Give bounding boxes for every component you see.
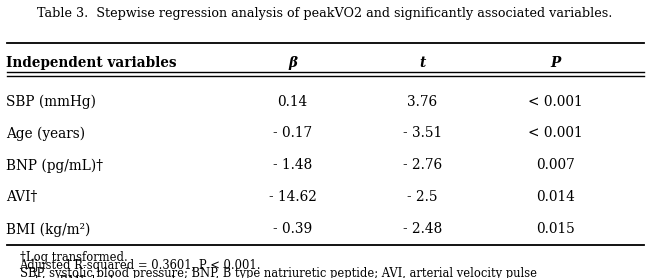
Text: AVI†: AVI†: [6, 190, 38, 204]
Text: 0.014: 0.014: [536, 190, 575, 204]
Text: Age (years): Age (years): [6, 126, 86, 141]
Text: - 0.39: - 0.39: [273, 222, 312, 236]
Text: 0.015: 0.015: [536, 222, 575, 236]
Text: 0.14: 0.14: [278, 95, 307, 108]
Text: Table 3.  Stepwise regression analysis of peakVO2 and significantly associated v: Table 3. Stepwise regression analysis of…: [37, 7, 613, 20]
Text: < 0.001: < 0.001: [528, 95, 583, 108]
Text: - 3.51: - 3.51: [403, 126, 442, 140]
Text: 0.007: 0.007: [536, 158, 575, 172]
Text: - 2.76: - 2.76: [403, 158, 442, 172]
Text: SBP, systolic blood pressure; BNP, B type natriuretic peptide; AVI, arterial vel: SBP, systolic blood pressure; BNP, B typ…: [20, 267, 536, 278]
Text: - 0.17: - 0.17: [273, 126, 312, 140]
Text: - 2.5: - 2.5: [408, 190, 437, 204]
Text: - 14.62: - 14.62: [268, 190, 317, 204]
Text: BNP (pg/mL)†: BNP (pg/mL)†: [6, 158, 103, 173]
Text: P: P: [551, 56, 561, 70]
Text: β: β: [288, 56, 297, 70]
Text: Independent variables: Independent variables: [6, 56, 177, 70]
Text: 3.76: 3.76: [408, 95, 437, 108]
Text: index; BMI, body mass index.: index; BMI, body mass index.: [20, 275, 192, 278]
Text: BMI (kg/m²): BMI (kg/m²): [6, 222, 91, 237]
Text: - 1.48: - 1.48: [273, 158, 312, 172]
Text: Adjusted R-squared = 0.3601, P < 0.001.: Adjusted R-squared = 0.3601, P < 0.001.: [20, 259, 261, 272]
Text: t: t: [419, 56, 426, 70]
Text: †Log transformed.: †Log transformed.: [20, 251, 127, 264]
Text: - 2.48: - 2.48: [403, 222, 442, 236]
Text: SBP (mmHg): SBP (mmHg): [6, 95, 96, 109]
Text: < 0.001: < 0.001: [528, 126, 583, 140]
